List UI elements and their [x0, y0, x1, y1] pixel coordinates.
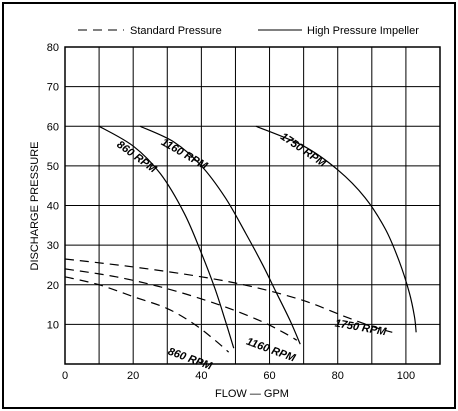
curve-standard-1160-rpm	[64, 268, 298, 341]
x-tick-label: 40	[195, 370, 207, 382]
curves	[64, 125, 417, 353]
legend-high-pressure-impeller: High Pressure Impeller	[307, 25, 419, 37]
grid	[64, 46, 441, 365]
x-tick-label: 0	[62, 370, 68, 382]
y-tick-label: 10	[47, 319, 59, 331]
x-tick-label: 100	[397, 370, 415, 382]
legend: Standard Pressure High Pressure Impeller	[78, 25, 419, 37]
curve-high-pressure-860-rpm	[98, 125, 235, 349]
y-tick-label: 70	[47, 82, 59, 94]
curve-high-pressure-1750-rpm	[255, 125, 417, 333]
y-tick-label: 80	[47, 42, 59, 54]
y-tick-label: 40	[47, 201, 59, 213]
plot-area-border	[64, 46, 441, 365]
curve-standard-1750-rpm	[64, 258, 393, 333]
y-tick-label: 30	[47, 240, 59, 252]
x-tick-label: 60	[263, 370, 275, 382]
x-tick-label: 20	[127, 370, 139, 382]
curve-standard-860-rpm	[64, 276, 230, 353]
tick-labels: 0 20 40 60 80 100 10 20 30 40 50 60 70 80	[47, 42, 415, 382]
y-axis-title: DISCHARGE PRESSURE	[29, 142, 41, 271]
x-axis-title: FLOW — GPM	[215, 388, 289, 400]
y-tick-label: 60	[47, 121, 59, 133]
y-tick-label: 50	[47, 161, 59, 173]
curve-high-pressure-1160-rpm	[139, 125, 301, 345]
legend-standard-pressure: Standard Pressure	[130, 25, 222, 37]
y-tick-label: 20	[47, 280, 59, 292]
x-tick-label: 80	[332, 370, 344, 382]
